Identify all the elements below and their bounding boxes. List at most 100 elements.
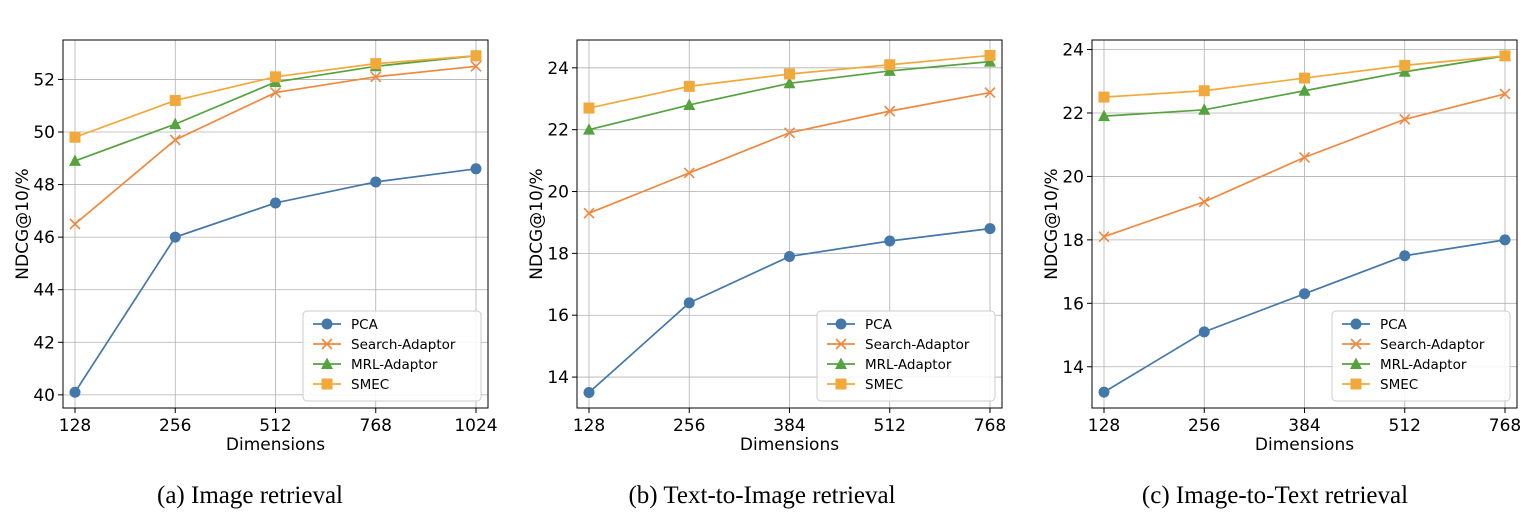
data-point: [1399, 113, 1411, 125]
y-tick-label: 52: [33, 70, 55, 90]
x-tick-label: 512: [259, 416, 291, 436]
legend-box: [302, 310, 482, 402]
data-point: [470, 60, 482, 72]
series-search-adaptor: [583, 87, 996, 219]
data-point: [835, 357, 847, 369]
data-point: [370, 176, 382, 188]
data-point: [470, 50, 482, 62]
data-point: [1499, 88, 1511, 100]
chart-panel-3: 128 256 384 512 768 14 16 18 20 22 24 Dimensions NDC…: [1042, 39, 1521, 509]
legend-item: PCA: [1342, 317, 1408, 333]
data-point: [270, 197, 281, 209]
series-pca: [69, 163, 482, 398]
data-point: [583, 123, 595, 135]
data-point: [1198, 103, 1211, 115]
data-point: [321, 378, 333, 390]
data-point: [1499, 50, 1511, 62]
legend-box: [1331, 310, 1511, 402]
data-point: [1350, 357, 1362, 369]
data-point: [269, 87, 282, 99]
legend-item: Search-Adaptor: [827, 337, 970, 353]
x-tick-label: 256: [159, 416, 191, 436]
data-point: [270, 71, 281, 83]
legend-label: PCA: [351, 317, 379, 333]
y-tick-label: 14: [1062, 358, 1084, 378]
y-tick-label: 20: [547, 183, 569, 203]
data-point: [1299, 72, 1310, 84]
data-point: [683, 98, 696, 110]
y-tick-label: 42: [33, 333, 55, 353]
data-point: [884, 105, 896, 117]
legend-item: Search-Adaptor: [313, 337, 456, 353]
y-tick-label: 16: [547, 306, 569, 326]
series-mrl-adaptor: [1098, 49, 1511, 122]
data-point: [583, 387, 595, 399]
data-point: [321, 318, 333, 330]
legend-label: MRL-Adaptor: [865, 357, 952, 373]
legend-box: [816, 310, 996, 402]
data-point: [69, 218, 81, 230]
legend-label: MRL-Adaptor: [351, 357, 438, 373]
legend-item: MRL-Adaptor: [313, 357, 438, 373]
data-point: [1399, 59, 1411, 71]
legend-label: MRL-Adaptor: [1380, 357, 1467, 373]
x-tick-label: 768: [974, 416, 1006, 436]
data-point: [321, 338, 333, 350]
data-point: [69, 386, 81, 398]
data-point: [583, 102, 595, 114]
y-tick-label: 16: [1062, 294, 1084, 314]
legend-item: SMEC: [1342, 377, 1418, 393]
data-point: [470, 163, 482, 175]
data-point: [683, 80, 695, 92]
data-point: [1198, 196, 1210, 208]
y-axis-label: NDCG@10/%: [527, 168, 547, 279]
x-tick-label: 512: [1389, 416, 1421, 436]
data-point: [1399, 250, 1411, 262]
x-tick-label: 1024: [454, 416, 497, 436]
chart-panel-2: 128 256 384 512 768 14 16 18 20 22 24 Dimensions NDC…: [527, 39, 1006, 509]
data-point: [884, 235, 896, 247]
legend-item: PCA: [313, 317, 379, 333]
series-search-adaptor: [69, 60, 482, 230]
x-tick-label: 128: [1088, 416, 1120, 436]
y-tick-label: 50: [33, 123, 55, 143]
legend: PCA Search-Adaptor MRL-Adaptor SMEC: [816, 310, 996, 402]
data-point: [1098, 109, 1110, 122]
data-point: [69, 154, 81, 166]
data-point: [1098, 91, 1110, 103]
x-tick-label: 512: [874, 416, 906, 436]
y-tick-label: 18: [547, 244, 569, 264]
data-point: [884, 59, 896, 71]
data-point: [1098, 231, 1110, 243]
y-tick-label: 20: [1062, 167, 1084, 187]
chart-caption: (c) Image-to-Text retrieval: [1142, 482, 1408, 509]
legend-item: SMEC: [827, 377, 903, 393]
series-smec: [583, 49, 996, 114]
data-point: [984, 87, 996, 99]
y-axis-label: NDCG@10/%: [1042, 168, 1062, 279]
legend-label: SMEC: [865, 377, 903, 393]
data-point: [835, 378, 847, 390]
data-point: [1350, 378, 1362, 390]
data-point: [984, 223, 996, 235]
data-point: [835, 338, 847, 350]
data-point: [984, 49, 996, 61]
legend-label: SMEC: [1380, 377, 1418, 393]
data-point: [1299, 288, 1310, 300]
data-point: [169, 231, 181, 243]
data-point: [169, 134, 181, 146]
y-tick-label: 18: [1062, 231, 1084, 251]
y-tick-label: 14: [547, 368, 569, 388]
data-point: [1298, 84, 1311, 96]
legend: PCA Search-Adaptor MRL-Adaptor SMEC: [1331, 310, 1511, 402]
legend-item: MRL-Adaptor: [1342, 357, 1467, 373]
data-point: [1098, 386, 1110, 398]
x-axis-label: Dimensions: [1255, 435, 1354, 455]
x-tick-label: 384: [773, 416, 805, 436]
y-tick-label: 44: [33, 281, 55, 301]
chart-caption: (b) Text-to-Image retrieval: [628, 482, 895, 509]
legend-label: SMEC: [351, 377, 389, 393]
legend-item: SMEC: [313, 377, 389, 393]
data-point: [1398, 65, 1411, 77]
